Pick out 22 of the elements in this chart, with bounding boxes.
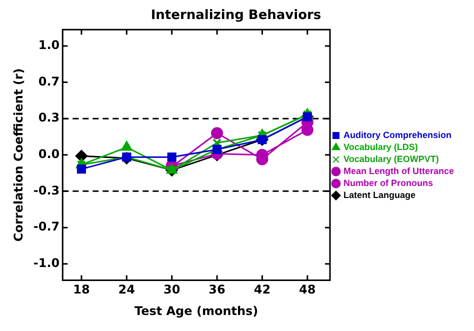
x-tick-label: 42 <box>254 282 271 297</box>
legend-label: Number of Pronouns <box>343 178 433 188</box>
legend-label: Mean Length of Utterance <box>343 166 454 176</box>
y-tick-label: 0.7 <box>38 74 60 88</box>
legend-label: Vocabulary (EOWPVT) <box>343 154 439 164</box>
x-tick-label: 24 <box>118 282 136 297</box>
y-axis-title: Correlation Coefficient (r) <box>11 68 26 242</box>
y-tick-label: -1.0 <box>33 256 60 270</box>
y-tick-label: 0.3 <box>38 110 60 125</box>
y-tick-label: -0.7 <box>33 220 60 234</box>
x-tick-label: 36 <box>208 282 226 297</box>
x-tick-label: 18 <box>73 282 90 297</box>
legend-label: Latent Language <box>343 190 416 200</box>
y-tick-label: 1.0 <box>38 38 60 52</box>
legend-label: Auditory Comprehension <box>343 130 452 140</box>
y-tick-label: -0.3 <box>33 183 60 198</box>
y-tick-label: 0.0 <box>38 147 60 162</box>
legend-label: Vocabulary (LDS) <box>343 142 418 152</box>
chart-title: Internalizing Behaviors <box>150 8 322 24</box>
x-tick-label: 30 <box>163 282 180 297</box>
x-axis-title: Test Age (months) <box>134 304 258 318</box>
x-tick-label: 48 <box>299 282 316 297</box>
